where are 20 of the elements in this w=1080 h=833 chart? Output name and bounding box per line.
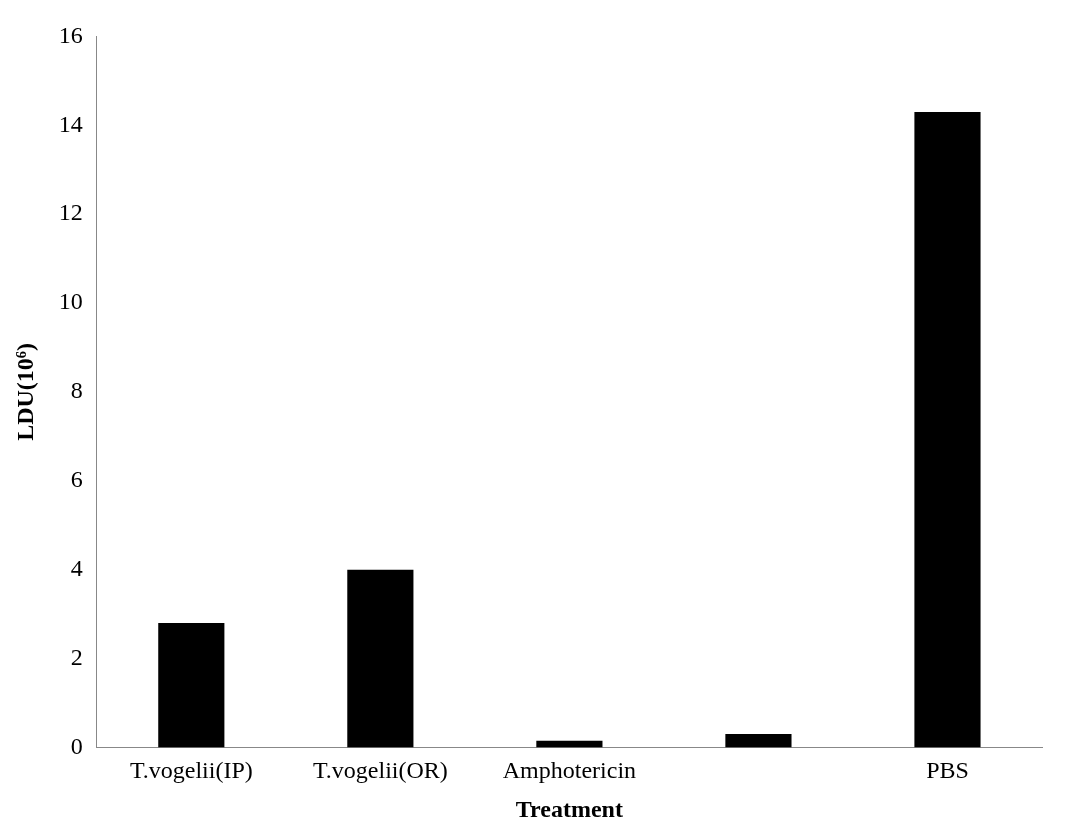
x-tick-label: T.vogelii(IP)	[129, 757, 253, 784]
bar	[536, 740, 603, 748]
y-tick-label: 8	[70, 377, 83, 404]
bar	[914, 111, 981, 748]
y-tick-label: 4	[70, 554, 83, 581]
x-tick-label: Amphotericin	[502, 757, 637, 784]
y-tick-label: 6	[70, 466, 83, 493]
y-tick-label: 2	[70, 643, 83, 670]
x-axis-title: Treatment	[515, 795, 623, 822]
y-tick-label: 14	[58, 110, 83, 137]
y-tick-label: 0	[70, 732, 83, 759]
x-tick-label: T.vogelii(OR)	[312, 757, 448, 784]
bar	[158, 622, 225, 748]
y-axis-title: LDU(10⁶)	[11, 342, 38, 441]
y-tick-label: 12	[58, 199, 83, 226]
bar	[347, 569, 414, 748]
y-tick-label: 16	[58, 21, 83, 48]
y-tick-label: 10	[58, 288, 83, 315]
x-tick-label: PBS	[926, 757, 969, 784]
bar	[725, 734, 792, 748]
